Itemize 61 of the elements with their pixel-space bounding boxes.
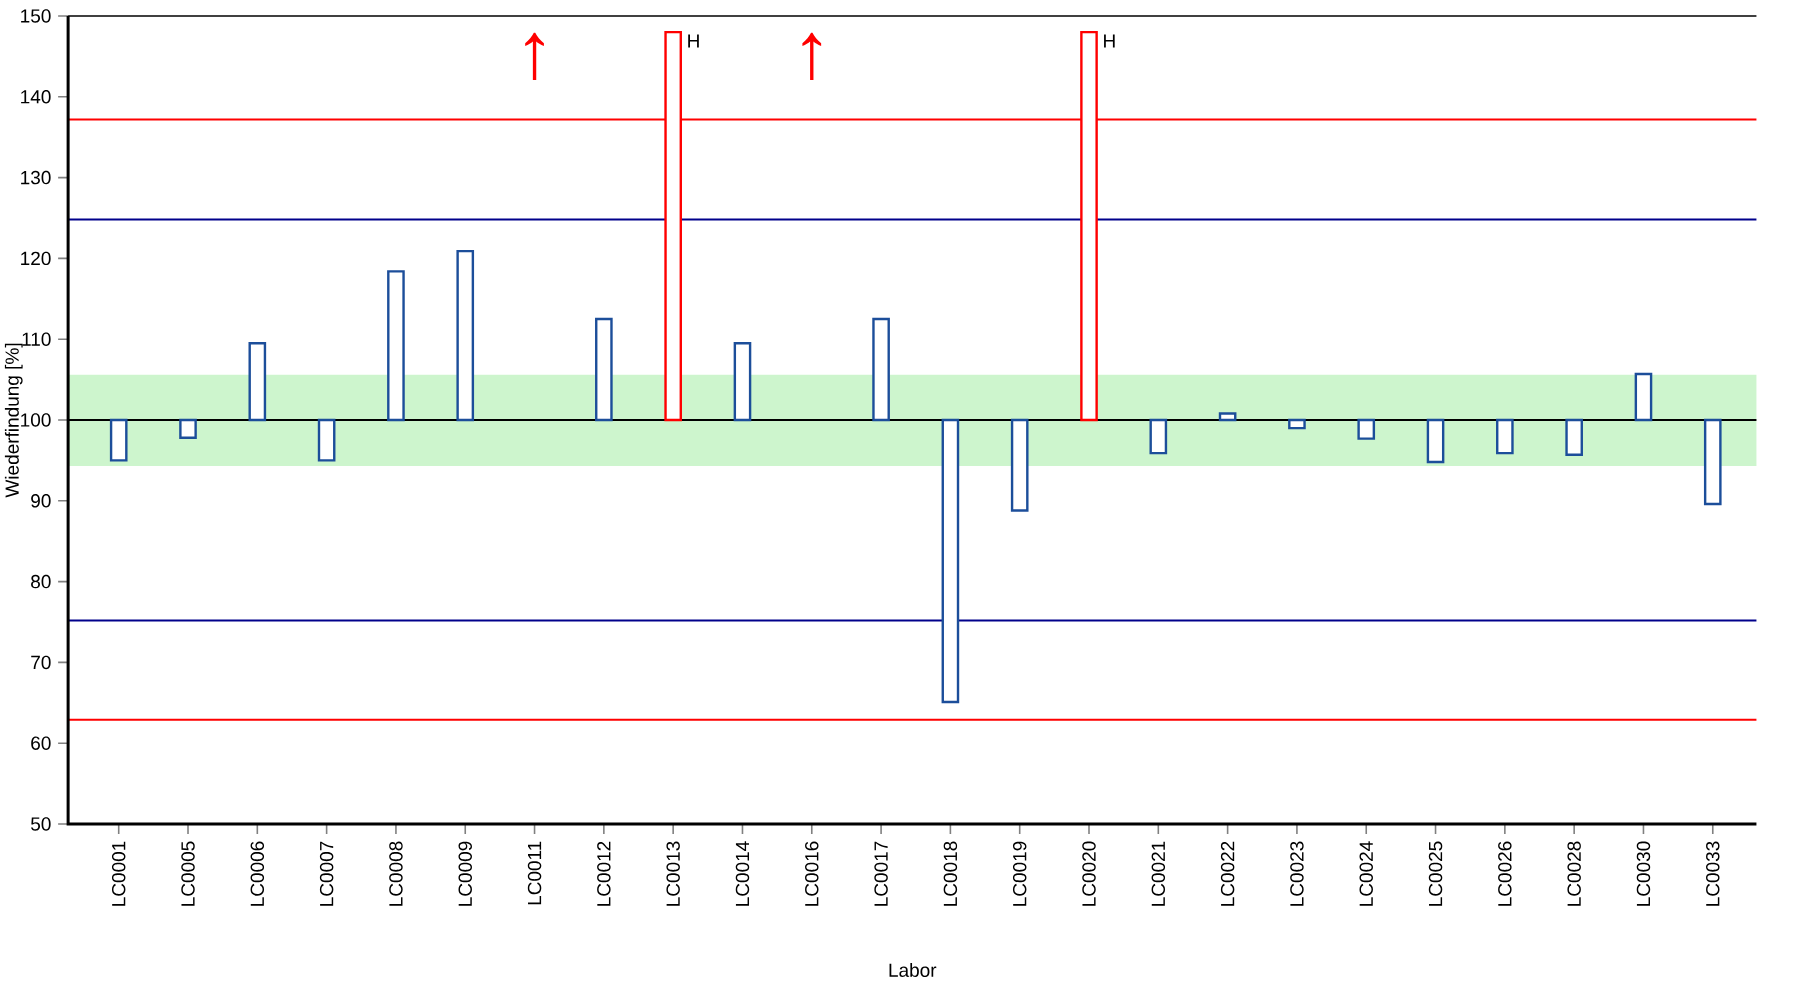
bar — [733, 342, 752, 422]
x-tick-label: LC0001 — [111, 841, 126, 906]
bar — [1149, 418, 1168, 455]
y-tick-label: 70 — [31, 655, 51, 670]
bar — [595, 317, 613, 422]
x-tick-label: LC0021 — [1151, 841, 1166, 906]
y-tick-label: 90 — [31, 494, 51, 508]
y-tick-label: 60 — [31, 736, 51, 750]
bar — [1010, 418, 1029, 512]
x-tick-label: LC0028 — [1567, 841, 1581, 906]
bar — [456, 249, 475, 422]
bar — [1634, 372, 1653, 422]
bar — [317, 418, 336, 462]
bar — [1496, 418, 1514, 455]
y-tick-label: 100 — [21, 413, 51, 427]
x-tick-label: LC0023 — [1290, 841, 1304, 906]
bar — [872, 317, 890, 422]
y-tick-label: 150 — [21, 9, 51, 23]
bar — [1357, 418, 1376, 440]
x-tick-label: LC0009 — [458, 841, 472, 906]
y-tick-label: 130 — [21, 170, 51, 185]
bar — [179, 418, 197, 439]
x-axis-title: Labor — [889, 963, 937, 977]
bar — [1703, 418, 1722, 506]
y-tick-label: 50 — [31, 817, 51, 831]
x-tick-label: LC0019 — [1012, 841, 1027, 906]
bar — [1565, 418, 1583, 456]
x-tick-label: LC0024 — [1359, 841, 1373, 906]
x-tick-label: LC0033 — [1706, 841, 1720, 906]
y-tick-label: 110 — [22, 332, 51, 346]
annotation: ↑ — [802, 32, 822, 81]
y-tick-label: 140 — [21, 90, 51, 104]
x-tick-label: LC0020 — [1082, 841, 1096, 906]
bar — [248, 342, 267, 422]
bar — [1426, 418, 1445, 464]
x-tick-label: LC0025 — [1428, 841, 1443, 906]
x-tick-label: LC0008 — [389, 841, 403, 906]
annotation: H — [688, 34, 699, 48]
bar — [1288, 418, 1306, 430]
x-tick-label: LC0012 — [597, 841, 611, 906]
y-axis-title: Wiederfindung [%] — [4, 343, 23, 498]
x-tick-label: LC0005 — [181, 841, 195, 906]
annotation: ↑ — [525, 32, 544, 81]
x-tick-label: LC0013 — [666, 841, 680, 906]
x-tick-label: LC0017 — [874, 841, 888, 906]
bar — [387, 270, 405, 422]
x-tick-label: LC0006 — [250, 841, 265, 906]
x-tick-label: LC0007 — [319, 841, 334, 906]
y-tick-label: 80 — [31, 574, 51, 589]
x-tick-label: LC0014 — [735, 841, 750, 906]
bar — [941, 418, 960, 704]
x-tick-label: LC0011 — [527, 841, 542, 905]
x-tick-label: LC0022 — [1220, 841, 1235, 906]
x-tick-label: LC0018 — [943, 841, 958, 906]
bar — [1218, 412, 1237, 422]
bar — [109, 418, 128, 462]
x-tick-label: LC0026 — [1498, 841, 1512, 906]
y-tick-label: 120 — [21, 251, 51, 266]
annotation: H — [1104, 34, 1115, 48]
x-tick-label: LC0016 — [805, 841, 819, 906]
x-tick-label: LC0030 — [1636, 841, 1651, 906]
